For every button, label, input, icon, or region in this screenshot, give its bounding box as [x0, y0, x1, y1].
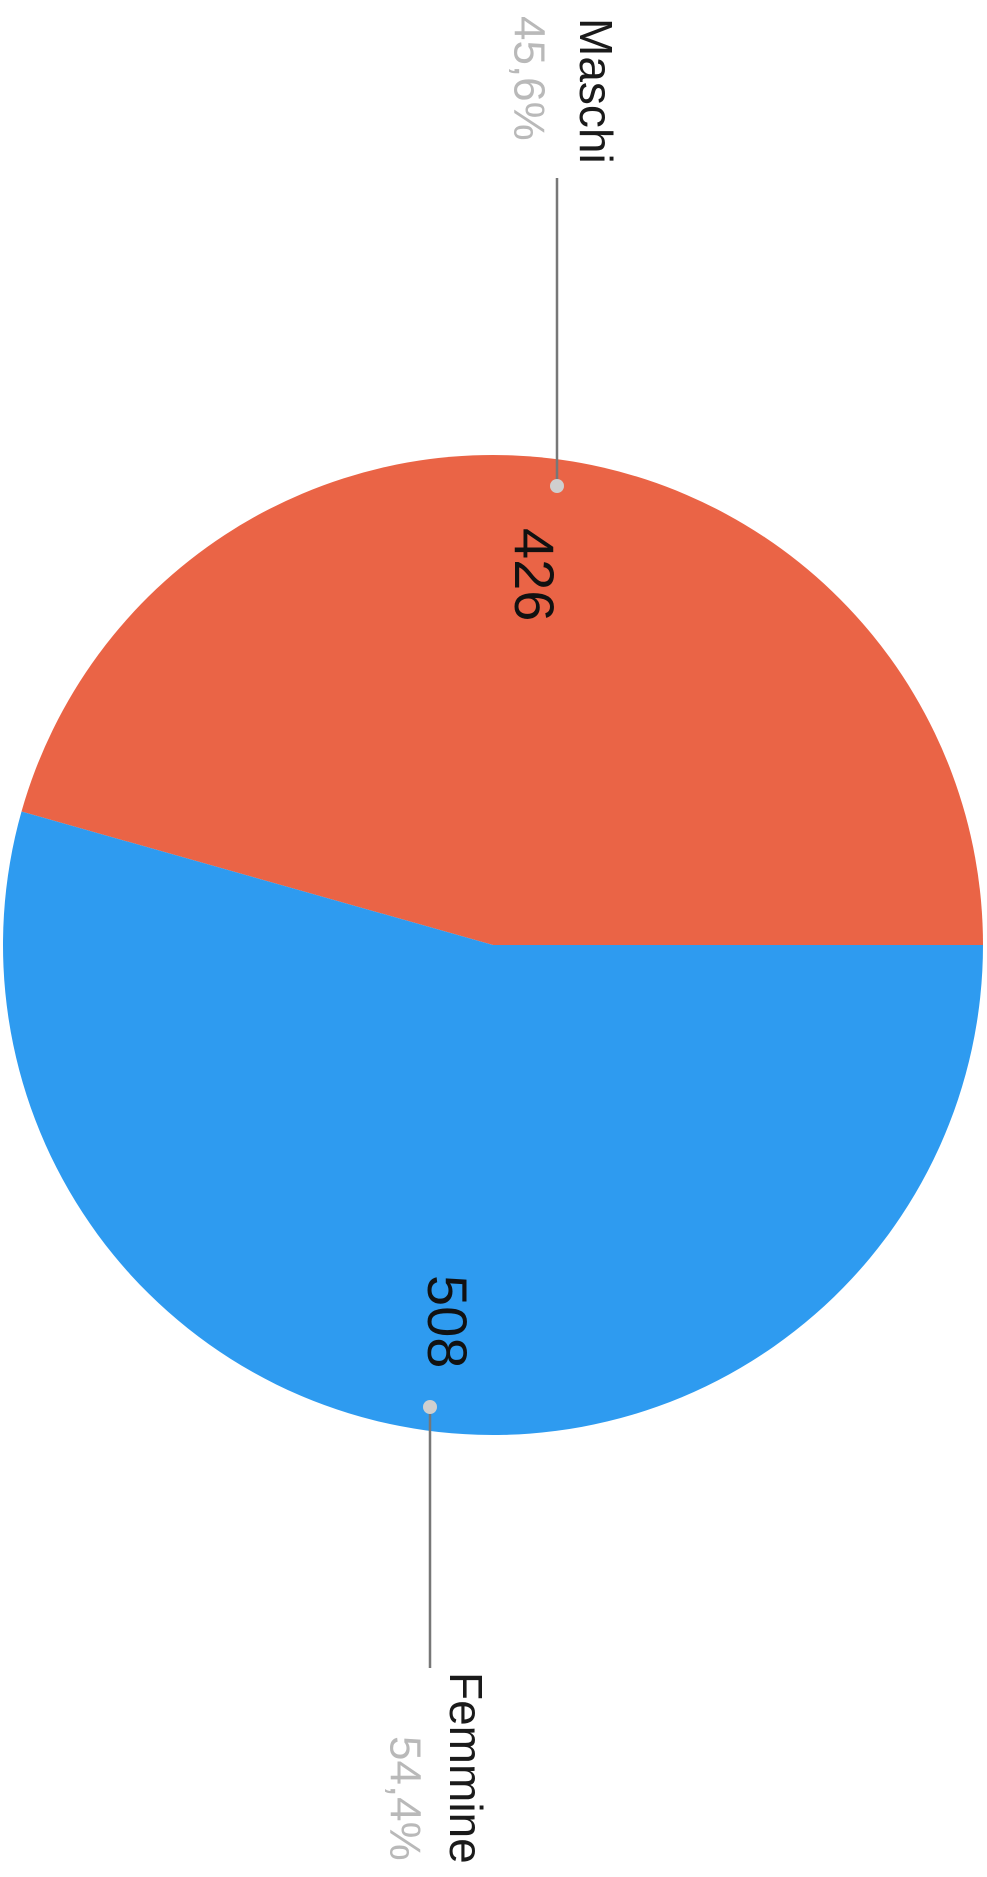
callout-maschi: 426 Maschi 45,6% [503, 16, 622, 621]
legend-percent-femmine: 54,4% [380, 1736, 429, 1861]
callout-femmine: 508 Femmine 54,4% [380, 1275, 491, 1864]
leader-dot-maschi [550, 479, 564, 493]
pie-slice-femmine [2, 811, 983, 1436]
slice-value-femmine: 508 [416, 1275, 479, 1368]
slice-value-maschi: 426 [503, 528, 566, 621]
pie-slice-maschi [21, 455, 984, 945]
legend-label-maschi: Maschi [570, 18, 622, 164]
legend-label-femmine: Femmine [440, 1672, 492, 1864]
legend-percent-maschi: 45,6% [504, 16, 553, 141]
pie-slices [2, 455, 984, 1436]
leader-dot-femmine [423, 1400, 437, 1414]
